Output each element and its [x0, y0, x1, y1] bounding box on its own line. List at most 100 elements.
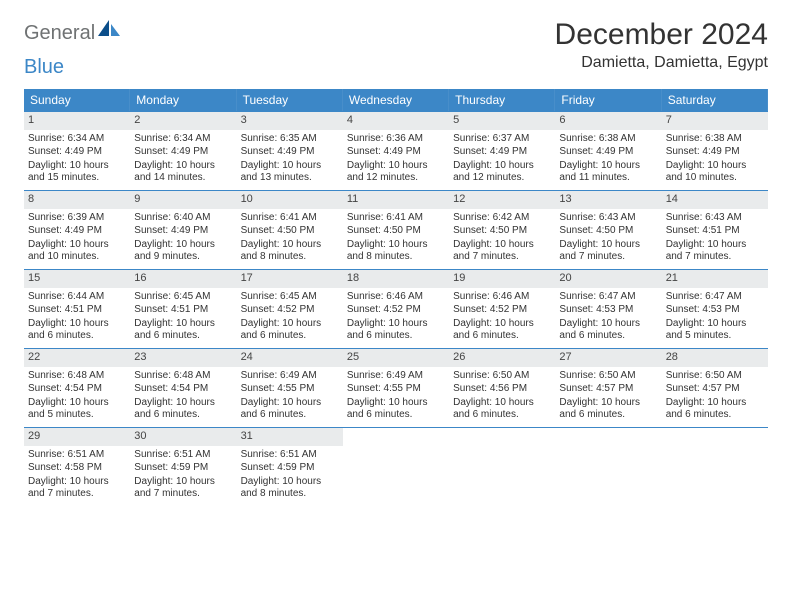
daylight-text: Daylight: 10 hours and 12 minutes. — [453, 160, 551, 185]
month-title: December 2024 — [555, 18, 768, 52]
daylight-text: Daylight: 10 hours and 6 minutes. — [347, 397, 445, 422]
sunrise-text: Sunrise: 6:37 AM — [453, 133, 551, 146]
sunrise-text: Sunrise: 6:49 AM — [241, 370, 339, 383]
sunset-text: Sunset: 4:58 PM — [28, 462, 126, 475]
sunset-text: Sunset: 4:59 PM — [241, 462, 339, 475]
day-number: 28 — [662, 349, 768, 367]
day-cell: 28Sunrise: 6:50 AMSunset: 4:57 PMDayligh… — [662, 349, 768, 427]
sunset-text: Sunset: 4:55 PM — [347, 383, 445, 396]
title-block: December 2024 Damietta, Damietta, Egypt — [555, 18, 768, 72]
daylight-text: Daylight: 10 hours and 6 minutes. — [559, 397, 657, 422]
sunrise-text: Sunrise: 6:46 AM — [453, 291, 551, 304]
sunset-text: Sunset: 4:50 PM — [347, 225, 445, 238]
day-cell: 8Sunrise: 6:39 AMSunset: 4:49 PMDaylight… — [24, 191, 130, 269]
sunrise-text: Sunrise: 6:49 AM — [347, 370, 445, 383]
sunrise-text: Sunrise: 6:51 AM — [134, 449, 232, 462]
day-cell: 16Sunrise: 6:45 AMSunset: 4:51 PMDayligh… — [130, 270, 236, 348]
sunrise-text: Sunrise: 6:47 AM — [559, 291, 657, 304]
day-number: 6 — [555, 112, 661, 130]
day-cell: 10Sunrise: 6:41 AMSunset: 4:50 PMDayligh… — [237, 191, 343, 269]
daylight-text: Daylight: 10 hours and 6 minutes. — [453, 397, 551, 422]
day-number: 25 — [343, 349, 449, 367]
logo-text-general: General — [24, 22, 95, 45]
daylight-text: Daylight: 10 hours and 6 minutes. — [347, 318, 445, 343]
week-row: 1Sunrise: 6:34 AMSunset: 4:49 PMDaylight… — [24, 111, 768, 190]
sunset-text: Sunset: 4:49 PM — [347, 146, 445, 159]
day-number: 14 — [662, 191, 768, 209]
day-cell — [662, 428, 768, 506]
day-cell: 27Sunrise: 6:50 AMSunset: 4:57 PMDayligh… — [555, 349, 661, 427]
day-cell: 5 Sunrise: 6:37 AMSunset: 4:49 PMDaylight… — [449, 112, 555, 190]
sunset-text: Sunset: 4:49 PM — [134, 225, 232, 238]
daylight-text: Daylight: 10 hours and 6 minutes. — [241, 318, 339, 343]
day-number: 11 — [343, 191, 449, 209]
sunrise-text: Sunrise: 6:51 AM — [28, 449, 126, 462]
daylight-text: Daylight: 10 hours and 6 minutes. — [134, 397, 232, 422]
day-cell: 11Sunrise: 6:41 AMSunset: 4:50 PMDayligh… — [343, 191, 449, 269]
sunset-text: Sunset: 4:54 PM — [28, 383, 126, 396]
day-cell: 7Sunrise: 6:38 AMSunset: 4:49 PMDaylight… — [662, 112, 768, 190]
sunrise-text: Sunrise: 6:47 AM — [666, 291, 764, 304]
calendar-grid: SundayMondayTuesdayWednesdayThursdayFrid… — [24, 89, 768, 506]
week-row: 22Sunrise: 6:48 AMSunset: 4:54 PMDayligh… — [24, 348, 768, 427]
sunrise-text: Sunrise: 6:51 AM — [241, 449, 339, 462]
day-number: 24 — [237, 349, 343, 367]
day-number: 10 — [237, 191, 343, 209]
day-cell: 20Sunrise: 6:47 AMSunset: 4:53 PMDayligh… — [555, 270, 661, 348]
daylight-text: Daylight: 10 hours and 14 minutes. — [134, 160, 232, 185]
daylight-text: Daylight: 10 hours and 8 minutes. — [241, 476, 339, 501]
sunset-text: Sunset: 4:52 PM — [241, 304, 339, 317]
sunset-text: Sunset: 4:49 PM — [453, 146, 551, 159]
sunset-text: Sunset: 4:51 PM — [666, 225, 764, 238]
sunset-text: Sunset: 4:56 PM — [453, 383, 551, 396]
day-number: 19 — [449, 270, 555, 288]
day-number: 17 — [237, 270, 343, 288]
weekday-header: Saturday — [662, 89, 768, 111]
sunrise-text: Sunrise: 6:50 AM — [453, 370, 551, 383]
daylight-text: Daylight: 10 hours and 6 minutes. — [28, 318, 126, 343]
day-cell: 21Sunrise: 6:47 AMSunset: 4:53 PMDayligh… — [662, 270, 768, 348]
sunrise-text: Sunrise: 6:45 AM — [241, 291, 339, 304]
sunrise-text: Sunrise: 6:43 AM — [666, 212, 764, 225]
daylight-text: Daylight: 10 hours and 5 minutes. — [28, 397, 126, 422]
sunset-text: Sunset: 4:50 PM — [241, 225, 339, 238]
day-number: 18 — [343, 270, 449, 288]
day-cell: 31Sunrise: 6:51 AMSunset: 4:59 PMDayligh… — [237, 428, 343, 506]
day-cell: 26Sunrise: 6:50 AMSunset: 4:56 PMDayligh… — [449, 349, 555, 427]
day-cell: 19Sunrise: 6:46 AMSunset: 4:52 PMDayligh… — [449, 270, 555, 348]
sunrise-text: Sunrise: 6:42 AM — [453, 212, 551, 225]
daylight-text: Daylight: 10 hours and 6 minutes. — [559, 318, 657, 343]
logo-text-blue: Blue — [24, 56, 64, 78]
day-cell: 22 Sunrise: 6:48 AMSunset: 4:54 PMDayligh… — [24, 349, 130, 427]
sunset-text: Sunset: 4:51 PM — [28, 304, 126, 317]
day-number: 20 — [555, 270, 661, 288]
day-number: 5 — [449, 112, 555, 130]
weekday-header: Sunday — [24, 89, 130, 111]
day-number: 21 — [662, 270, 768, 288]
sunrise-text: Sunrise: 6:48 AM — [28, 370, 126, 383]
day-number: 30 — [130, 428, 236, 446]
day-number: 22 — [24, 349, 130, 367]
day-number: 23 — [130, 349, 236, 367]
daylight-text: Daylight: 10 hours and 6 minutes. — [134, 318, 232, 343]
calendar-page: General December 2024 Damietta, Damietta… — [0, 0, 792, 524]
daylight-text: Daylight: 10 hours and 15 minutes. — [28, 160, 126, 185]
sunrise-text: Sunrise: 6:40 AM — [134, 212, 232, 225]
sunset-text: Sunset: 4:54 PM — [134, 383, 232, 396]
sunrise-text: Sunrise: 6:44 AM — [28, 291, 126, 304]
weekday-header: Friday — [555, 89, 661, 111]
sunset-text: Sunset: 4:55 PM — [241, 383, 339, 396]
day-number: 7 — [662, 112, 768, 130]
daylight-text: Daylight: 10 hours and 10 minutes. — [666, 160, 764, 185]
day-cell: 24Sunrise: 6:49 AMSunset: 4:55 PMDayligh… — [237, 349, 343, 427]
logo-sail-icon — [98, 20, 120, 43]
day-number: 27 — [555, 349, 661, 367]
week-row: 8Sunrise: 6:39 AMSunset: 4:49 PMDaylight… — [24, 190, 768, 269]
daylight-text: Daylight: 10 hours and 7 minutes. — [666, 239, 764, 264]
day-number: 2 — [130, 112, 236, 130]
sunset-text: Sunset: 4:50 PM — [559, 225, 657, 238]
sunrise-text: Sunrise: 6:41 AM — [241, 212, 339, 225]
sunrise-text: Sunrise: 6:39 AM — [28, 212, 126, 225]
weekday-header-row: SundayMondayTuesdayWednesdayThursdayFrid… — [24, 89, 768, 111]
day-cell: 14 Sunrise: 6:43 AMSunset: 4:51 PMDayligh… — [662, 191, 768, 269]
